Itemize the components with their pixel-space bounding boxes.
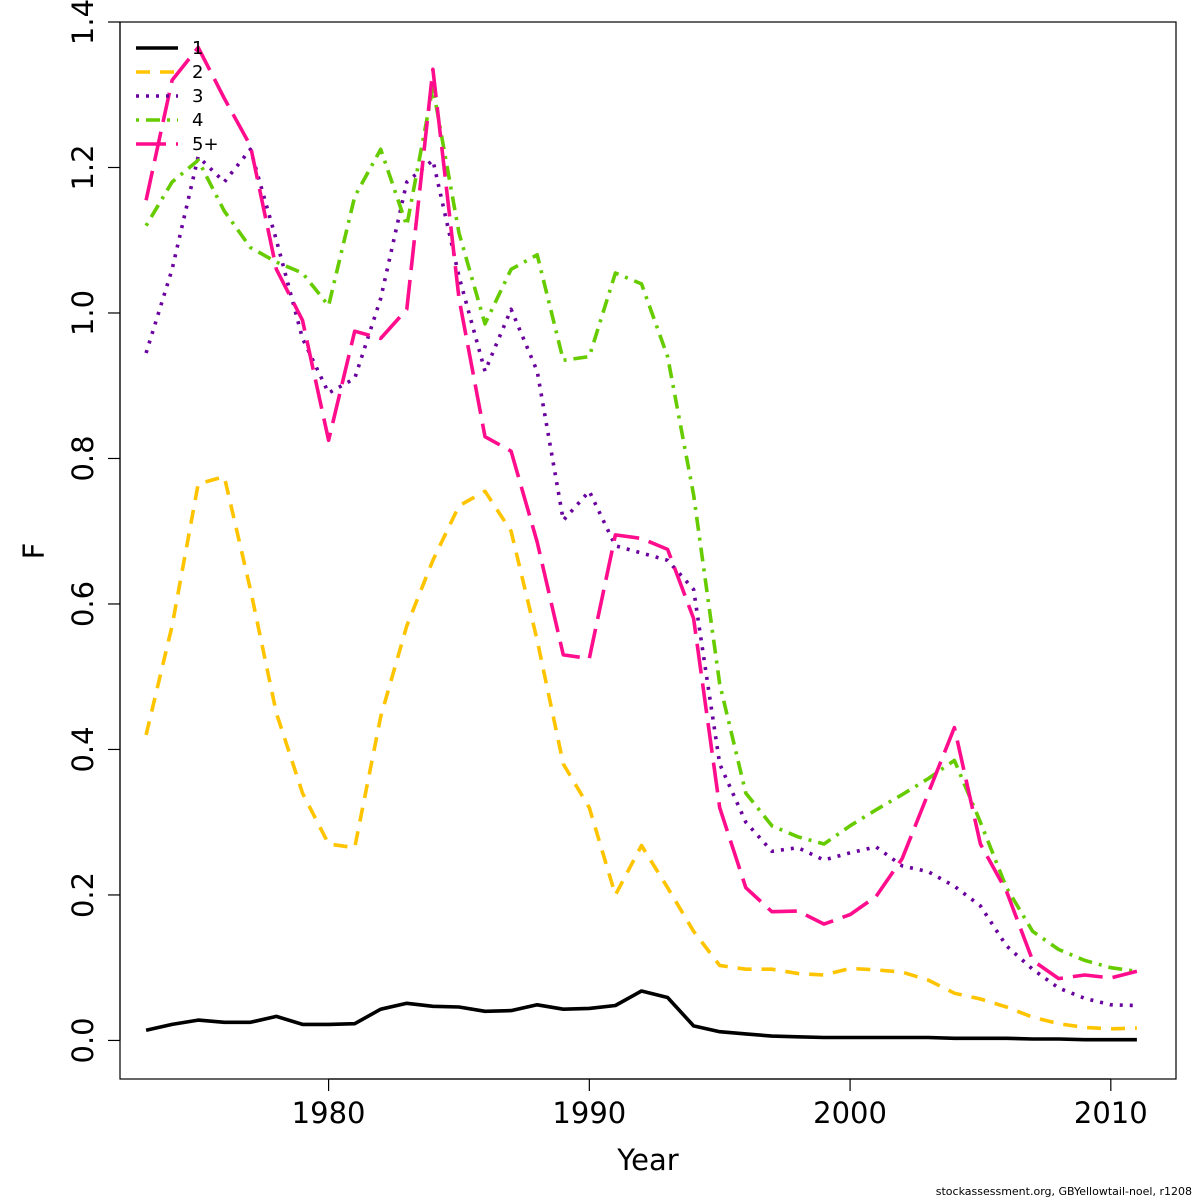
y-axis-title: F	[17, 543, 51, 560]
x-axis: 1980 1990 2000 2010	[292, 1078, 1148, 1130]
x-axis-title: Year	[616, 1143, 678, 1177]
y-tick-label: 1.4	[66, 0, 100, 45]
y-tick-label: 0.4	[66, 726, 100, 772]
source-note: stockassessment.org, GBYellowtail-noel, …	[935, 1185, 1192, 1198]
x-tick-label: 1990	[552, 1096, 626, 1130]
series-layer	[144, 45, 1138, 1042]
legend-label: 3	[192, 86, 203, 107]
plot-frame	[119, 21, 1177, 1080]
legend: 1 2 3 4 5+	[136, 38, 219, 155]
legend-label: 2	[192, 62, 203, 83]
y-axis: 0.0 0.2 0.4 0.6 0.8 1.0 1.2 1.4	[66, 0, 121, 1064]
y-tick-label: 1.2	[66, 144, 100, 190]
y-tick-label: 0.0	[66, 1017, 100, 1063]
x-tick-label: 1980	[292, 1096, 366, 1130]
legend-label: 4	[192, 110, 203, 131]
legend-label: 5+	[192, 134, 219, 155]
series-line-5plus	[144, 45, 1138, 981]
y-tick-label: 1.0	[66, 290, 100, 336]
y-tick-label: 0.8	[66, 435, 100, 481]
y-tick-label: 0.2	[66, 872, 100, 918]
x-tick-label: 2000	[813, 1096, 887, 1130]
series-line-3	[144, 147, 1137, 1008]
series-line-2	[144, 474, 1137, 1031]
series-line-4	[144, 85, 1138, 974]
legend-label: 1	[192, 38, 203, 59]
x-tick-label: 2010	[1074, 1096, 1148, 1130]
series-line-1	[145, 989, 1137, 1042]
y-tick-label: 0.6	[66, 581, 100, 627]
